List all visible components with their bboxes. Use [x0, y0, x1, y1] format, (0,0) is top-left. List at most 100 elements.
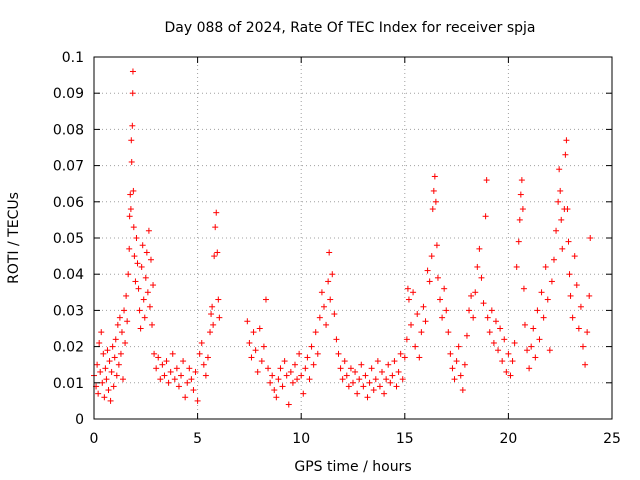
y-tick-label: 0.04: [53, 267, 84, 283]
data-point: [137, 325, 144, 332]
data-point: [145, 227, 152, 234]
data-point: [304, 354, 311, 361]
data-point: [291, 361, 298, 368]
data-point: [306, 376, 313, 383]
data-point: [246, 339, 253, 346]
data-point: [120, 376, 127, 383]
data-point: [519, 206, 526, 213]
data-point: [214, 249, 221, 256]
data-point: [538, 289, 545, 296]
data-point: [123, 292, 130, 299]
data-point: [335, 350, 342, 357]
data-point: [360, 383, 367, 390]
data-point: [520, 285, 527, 292]
data-point: [445, 329, 452, 336]
data-point: [397, 350, 404, 357]
data-point: [433, 242, 440, 249]
data-point: [173, 365, 180, 372]
data-point: [126, 245, 133, 252]
data-point: [104, 347, 111, 354]
data-point: [208, 311, 215, 318]
data-point: [129, 122, 136, 129]
data-point: [524, 347, 531, 354]
data-point: [463, 332, 470, 339]
data-point: [198, 339, 205, 346]
data-point: [393, 383, 400, 390]
data-point: [505, 350, 512, 357]
data-point: [387, 379, 394, 386]
data-point: [310, 361, 317, 368]
data-point: [134, 260, 141, 267]
data-point: [544, 296, 551, 303]
data-point: [416, 354, 423, 361]
data-point: [484, 314, 491, 321]
data-point: [385, 361, 392, 368]
data-point: [577, 303, 584, 310]
data-point: [165, 379, 172, 386]
data-point: [146, 303, 153, 310]
data-point: [470, 314, 477, 321]
data-point: [408, 321, 415, 328]
data-point: [559, 245, 566, 252]
data-point: [118, 329, 125, 336]
data-point: [555, 198, 562, 205]
data-point: [575, 325, 582, 332]
data-point: [582, 361, 589, 368]
data-point: [370, 387, 377, 394]
data-point: [281, 358, 288, 365]
data-point: [515, 238, 522, 245]
data-point: [474, 263, 481, 270]
data-point: [553, 227, 560, 234]
data-point: [352, 368, 359, 375]
data-point: [586, 292, 593, 299]
data-point: [302, 365, 309, 372]
data-point: [316, 314, 323, 321]
data-point: [331, 311, 338, 318]
data-point: [167, 368, 174, 375]
data-point: [308, 343, 315, 350]
data-point: [121, 307, 128, 314]
data-point: [250, 329, 257, 336]
data-point: [142, 274, 149, 281]
data-point: [248, 354, 255, 361]
data-point: [209, 303, 216, 310]
data-point: [271, 387, 278, 394]
data-point: [453, 358, 460, 365]
data-point: [131, 253, 138, 260]
data-point: [379, 368, 386, 375]
data-point: [169, 350, 176, 357]
data-point: [490, 339, 497, 346]
data-point: [546, 347, 553, 354]
data-point: [374, 358, 381, 365]
data-point: [563, 137, 570, 144]
data-point: [300, 390, 307, 397]
data-point: [141, 314, 148, 321]
data-point: [495, 347, 502, 354]
data-point: [132, 278, 139, 285]
data-point: [130, 224, 137, 231]
data-point: [155, 354, 162, 361]
data-point: [368, 365, 375, 372]
data-point: [339, 376, 346, 383]
data-point: [530, 325, 537, 332]
data-point: [100, 350, 107, 357]
data-point: [117, 350, 124, 357]
data-point: [507, 372, 514, 379]
data-point: [105, 387, 112, 394]
data-point: [267, 379, 274, 386]
data-point: [112, 336, 119, 343]
data-point: [207, 329, 214, 336]
x-tick-label: 25: [603, 431, 621, 447]
data-point: [509, 358, 516, 365]
data-point: [95, 390, 102, 397]
data-point: [151, 350, 158, 357]
data-point: [526, 365, 533, 372]
y-tick-label: 0.02: [53, 340, 84, 356]
data-point: [437, 296, 444, 303]
data-point: [418, 329, 425, 336]
data-point: [534, 307, 541, 314]
y-tick-label: 0.06: [53, 195, 84, 211]
data-point: [256, 325, 263, 332]
data-point: [211, 253, 218, 260]
data-point: [153, 365, 160, 372]
